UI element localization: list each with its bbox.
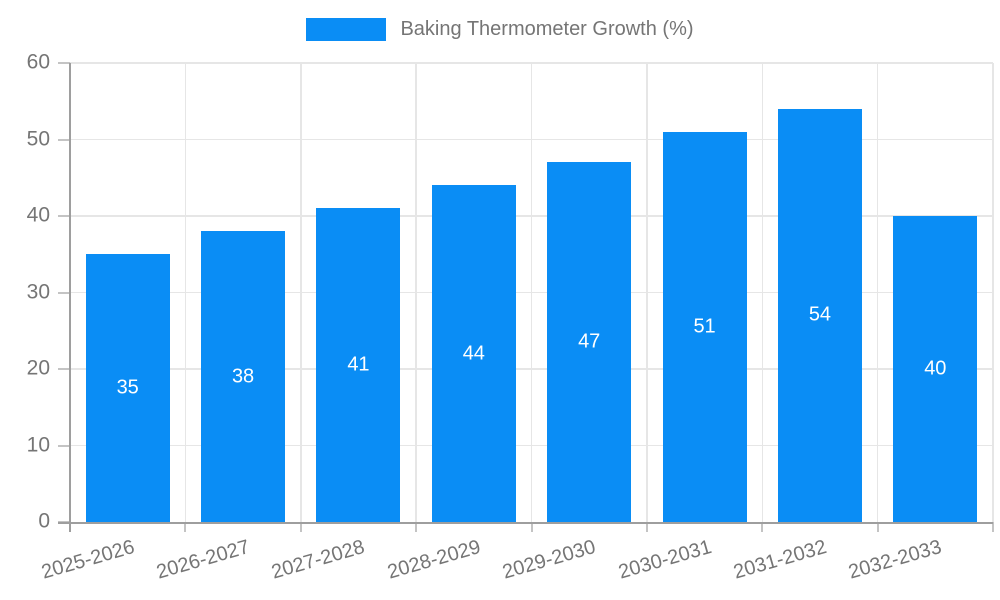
x-axis-category-label: 2030-2031 [615, 536, 714, 584]
x-axis-tick [530, 522, 533, 532]
bar [316, 208, 401, 522]
gridline-vertical [530, 63, 533, 522]
x-axis-category-label: 2031-2032 [730, 536, 830, 584]
x-axis-tick [299, 522, 302, 532]
bar [893, 216, 978, 522]
gridline-vertical [300, 63, 302, 522]
gridline-vertical [415, 63, 417, 522]
bar [431, 185, 516, 522]
bar-value-label: 38 [231, 365, 255, 388]
plot-area: 0 10 20 30 40 50 60 35 2025-2026 38 2026-2027 41 202… [27, 51, 994, 584]
gridline-vertical [184, 63, 187, 522]
y-axis-tick-label: 30 [26, 280, 50, 304]
y-axis-tick-label: 60 [26, 50, 50, 74]
y-axis-tick-label: 40 [26, 203, 50, 227]
bar [777, 108, 862, 522]
bar [662, 131, 747, 522]
legend-series-label: Baking Thermometer Growth (%) [400, 18, 694, 40]
x-axis-tick [415, 522, 418, 532]
y-axis-tick-label: 0 [38, 509, 50, 533]
x-axis-tick [761, 522, 764, 532]
y-axis-tick [58, 215, 70, 217]
x-axis-tick [992, 522, 994, 532]
gridline-vertical [646, 63, 648, 522]
gridline-vertical [992, 63, 994, 522]
x-axis-category-label: 2026-2027 [154, 536, 253, 584]
bar [547, 162, 632, 522]
bar [201, 231, 286, 522]
x-axis-category-label: 2029-2030 [500, 536, 599, 584]
gridline-vertical [876, 63, 879, 522]
y-axis-tick-label: 50 [26, 127, 50, 151]
x-axis-tick [876, 522, 879, 532]
y-axis-tick-label: 10 [26, 433, 50, 457]
x-axis-category-label: 2032-2033 [846, 536, 945, 584]
bar-value-label: 54 [808, 303, 832, 326]
x-axis-tick [184, 522, 187, 532]
y-axis-tick [58, 368, 70, 370]
y-axis-tick [58, 444, 70, 447]
y-axis-tick [58, 291, 70, 294]
bar-value-label: 51 [693, 315, 716, 338]
bar-value-label: 40 [924, 357, 947, 380]
y-axis-line [69, 63, 71, 532]
bar-value-label: 35 [116, 376, 139, 399]
bar-value-label: 41 [347, 353, 370, 376]
x-axis-category-label: 2025-2026 [38, 536, 137, 584]
bar-value-label: 44 [462, 342, 485, 365]
y-axis-tick [58, 62, 70, 64]
legend-color-swatch [306, 18, 387, 41]
x-axis-category-label: 2028-2029 [384, 536, 483, 584]
bar-value-label: 47 [578, 330, 601, 353]
y-axis-tick [58, 138, 70, 141]
chart-legend[interactable]: Baking Thermometer Growth (%) [0, 18, 1000, 41]
x-axis-tick [645, 522, 648, 532]
x-axis-line [58, 522, 993, 524]
x-axis-category-label: 2027-2028 [269, 536, 368, 584]
bar [85, 254, 170, 522]
gridline-vertical [761, 63, 763, 522]
y-axis-tick-label: 20 [26, 356, 50, 380]
